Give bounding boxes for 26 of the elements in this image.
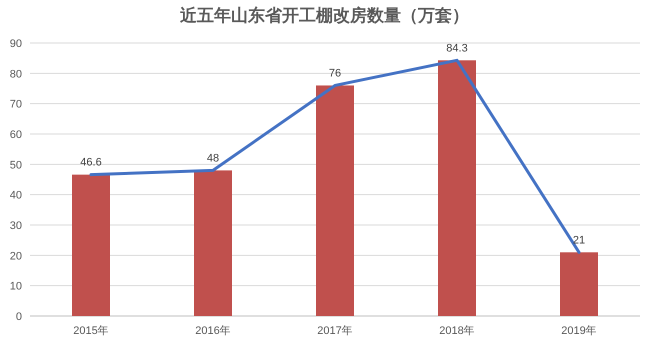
bar: [316, 85, 354, 316]
bar: [438, 60, 476, 316]
data-label: 84.3: [446, 42, 468, 54]
y-tick-label: 90: [10, 38, 22, 50]
data-label: 46.6: [80, 156, 102, 169]
x-tick-label: 2016年: [195, 325, 231, 337]
y-tick-label: 60: [10, 129, 22, 141]
y-tick-label: 30: [10, 220, 22, 232]
bar: [194, 170, 232, 316]
y-tick-label: 50: [10, 159, 22, 172]
x-tick-label: 2017年: [317, 325, 353, 337]
data-label: 21: [572, 234, 586, 246]
y-tick-label: 70: [10, 98, 22, 111]
data-label: 48: [206, 152, 220, 164]
data-label: 76: [328, 67, 342, 80]
x-tick-label: 2015年: [73, 325, 109, 337]
y-tick-label: 10: [10, 280, 22, 293]
x-tick-label: 2019年: [561, 325, 597, 337]
y-tick-label: 80: [10, 68, 22, 80]
y-tick-label: 20: [10, 250, 22, 262]
y-tick-label: 40: [10, 190, 22, 202]
bar: [72, 174, 110, 316]
bar: [560, 252, 598, 316]
y-tick-label: 0: [16, 311, 22, 323]
chart-title: 近五年山东省开工棚改房数量（万套）: [179, 6, 469, 25]
x-tick-label: 2018年: [439, 325, 475, 337]
